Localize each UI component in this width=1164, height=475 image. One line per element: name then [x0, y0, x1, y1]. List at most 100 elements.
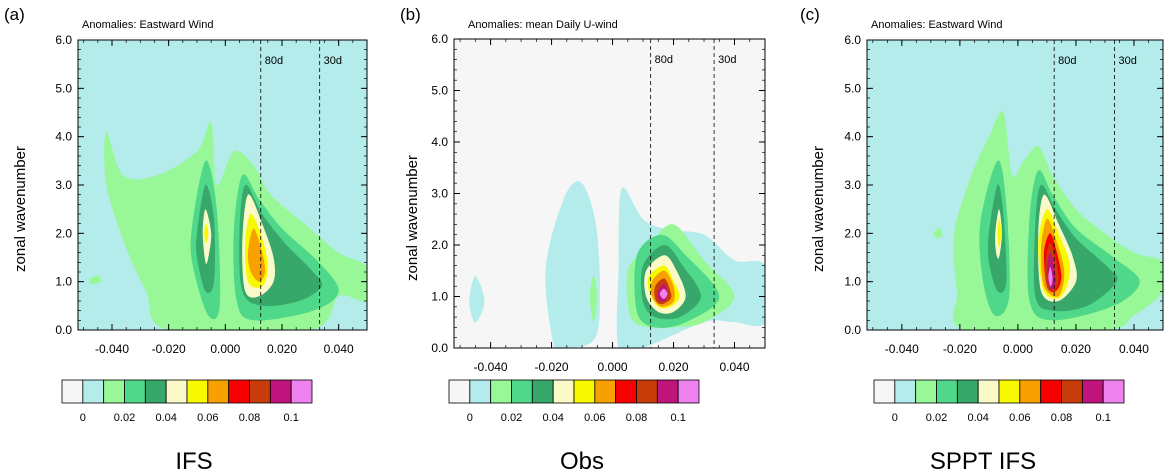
- x-tick-label: 0.020: [267, 342, 297, 356]
- x-tick-label: 0.000: [598, 360, 628, 374]
- y-tick-label: 6.0: [431, 32, 448, 46]
- colorbar-swatch: [915, 379, 937, 404]
- y-tick-label: 0.0: [844, 323, 861, 337]
- colorbar-swatch: [573, 379, 596, 404]
- y-tick-label: 2.0: [844, 226, 861, 240]
- colorbar-tick-label: 0.08: [239, 412, 260, 424]
- y-tick-label: 3.0: [844, 178, 861, 192]
- colorbar-swatch: [490, 379, 512, 404]
- chart-title: Anomalies: mean Daily U-wind: [468, 19, 618, 31]
- colorbar-tick-label: 0.06: [584, 412, 605, 424]
- contour-chart-obs: (b) Anomalies: mean Daily U-wind Obs zon…: [400, 5, 766, 475]
- colorbar-tick-label: 0: [80, 412, 86, 424]
- colorbar-swatch: [1019, 379, 1042, 404]
- chart-title: Anomalies: Eastward Wind: [871, 19, 1002, 31]
- y-tick-label: 0.0: [55, 323, 72, 337]
- colorbar-swatch: [636, 379, 658, 404]
- y-tick-label: 1.0: [844, 275, 861, 289]
- colorbar-tick-label: 0: [467, 412, 473, 424]
- contour-region: [1048, 267, 1053, 287]
- colorbar-swatch: [936, 379, 958, 404]
- panel-sppt-ifs: (c) Anomalies: Eastward Wind SPPT IFS zo…: [776, 0, 1164, 475]
- y-tick-label: 6.0: [844, 33, 861, 47]
- contour-region: [589, 275, 598, 323]
- panel-letter: (b): [400, 5, 421, 24]
- y-tick-label: 6.0: [55, 33, 72, 47]
- y-tick-label: 1.0: [431, 290, 448, 304]
- contour-region: [469, 275, 485, 323]
- reference-line-label: 80d: [655, 54, 673, 66]
- chart-caption: Obs: [560, 448, 604, 475]
- colorbar-swatch: [269, 379, 292, 404]
- reference-line-label: 30d: [718, 54, 736, 66]
- colorbar-tick-label: 0.1: [671, 412, 686, 424]
- y-tick-label: 2.0: [55, 226, 72, 240]
- x-tick-label: 0.000: [210, 342, 240, 356]
- x-tick-label: 0.020: [1061, 342, 1091, 356]
- contour-region: [659, 288, 668, 300]
- contour-chart-ifs: (a) Anomalies: Eastward Wind IFS zonal w…: [4, 5, 368, 475]
- chart-title: Anomalies: Eastward Wind: [82, 19, 213, 31]
- panel-obs: (b) Anomalies: mean Daily U-wind Obs zon…: [388, 0, 776, 475]
- colorbar-tick-label: 0.08: [626, 412, 647, 424]
- contour-layer: [454, 39, 765, 348]
- colorbar-swatch: [469, 379, 492, 404]
- chart-caption: SPPT IFS: [930, 448, 1036, 475]
- reference-line-label: 30d: [324, 55, 342, 67]
- contour-region: [247, 228, 266, 282]
- chart-caption: IFS: [175, 448, 212, 475]
- y-axis-label: zonal wavenumber: [12, 146, 29, 272]
- colorbar-swatch: [165, 379, 188, 404]
- colorbar-tick-label: 0.04: [155, 412, 176, 424]
- colorbar-swatch: [656, 379, 679, 404]
- contour-region: [290, 272, 302, 292]
- colorbar-swatch: [144, 379, 167, 404]
- colorbar-swatch: [552, 379, 575, 404]
- contour-region: [204, 223, 209, 243]
- x-tick-label: -0.040: [885, 342, 919, 356]
- y-tick-label: 0.0: [431, 341, 448, 355]
- colorbar-swatch: [1102, 379, 1125, 404]
- reference-line-label: 30d: [1119, 55, 1137, 67]
- colorbar-tick-label: 0.04: [967, 412, 988, 424]
- x-tick-label: 0.000: [1003, 342, 1033, 356]
- colorbar-swatch: [977, 379, 1000, 404]
- colorbar-swatch: [531, 379, 554, 404]
- colorbar-swatch: [615, 379, 637, 404]
- y-tick-label: 5.0: [844, 81, 861, 95]
- contour-region: [933, 227, 943, 239]
- colorbar-tick-label: 0.1: [1096, 412, 1111, 424]
- y-tick-label: 1.0: [55, 275, 72, 289]
- x-tick-label: -0.020: [535, 360, 569, 374]
- x-tick-label: 0.040: [324, 342, 354, 356]
- colorbar-swatch: [1081, 379, 1104, 404]
- colorbar-tick-label: 0.06: [1009, 412, 1030, 424]
- colorbar-swatch: [1040, 379, 1062, 404]
- colorbar-swatch: [448, 379, 471, 404]
- colorbar-swatch: [873, 379, 896, 404]
- contour-region: [89, 275, 101, 285]
- x-tick-label: -0.040: [95, 342, 129, 356]
- colorbar-tick-label: 0.08: [1051, 412, 1072, 424]
- colorbar-swatch: [998, 379, 1021, 404]
- colorbar-swatch: [186, 379, 209, 404]
- colorbar-swatch: [249, 379, 271, 404]
- y-tick-label: 2.0: [431, 238, 448, 252]
- y-tick-label: 5.0: [55, 81, 72, 95]
- x-tick-label: -0.040: [474, 360, 508, 374]
- contour-region: [545, 181, 601, 348]
- colorbar-tick-label: 0.02: [926, 412, 947, 424]
- reference-line-label: 80d: [1058, 55, 1076, 67]
- panel-letter: (a): [4, 5, 25, 24]
- x-tick-label: 0.020: [659, 360, 689, 374]
- reference-line-label: 80d: [265, 55, 283, 67]
- x-tick-label: 0.040: [719, 360, 749, 374]
- x-tick-label: -0.020: [943, 342, 977, 356]
- colorbar-tick-label: 0.1: [284, 412, 299, 424]
- colorbar-swatch: [677, 379, 700, 404]
- colorbar-swatch: [894, 379, 917, 404]
- colorbar-swatch: [511, 379, 533, 404]
- colorbar-tick-label: 0.02: [114, 412, 135, 424]
- y-tick-label: 4.0: [55, 130, 72, 144]
- colorbar-swatch: [103, 379, 125, 404]
